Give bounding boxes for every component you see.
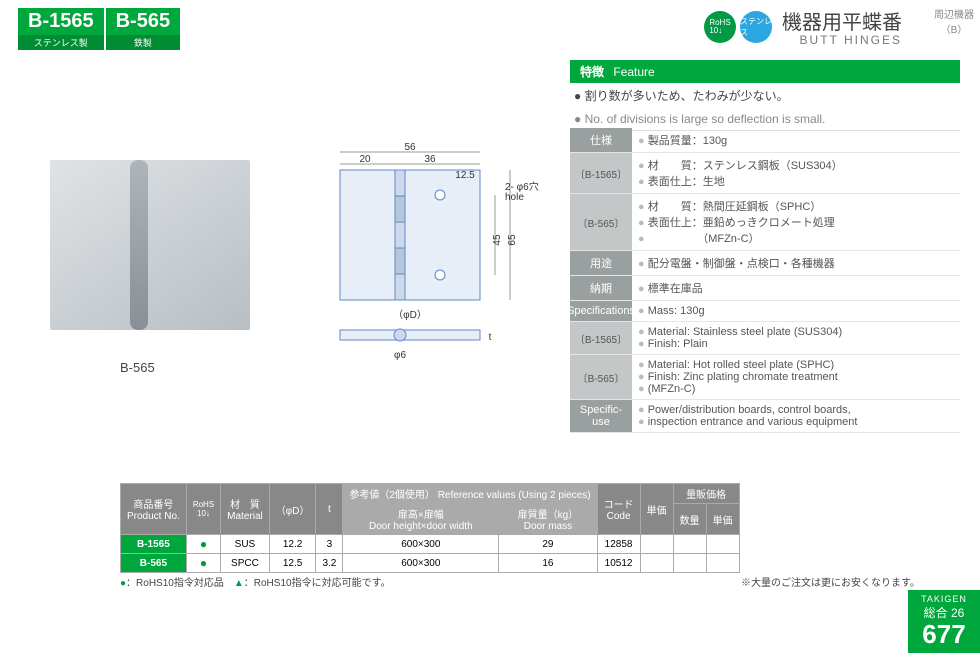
spec-label: 〔B-1565〕 (570, 322, 632, 354)
spec-value: ● Material: Hot rolled steel plate (SPHC… (632, 355, 960, 399)
spec-label: 仕様 (570, 128, 632, 152)
badge-b1565: B-1565 ステンレス製 (18, 8, 104, 50)
page-corner: TAKIGEN 総合 26 677 (908, 590, 980, 653)
corner-page: 677 (908, 621, 980, 647)
feature-head: 特徴 Feature (570, 60, 960, 83)
footnote-right: ※大量のご注文は更にお安くなります。 (741, 574, 920, 589)
spec-label: Specific- use (570, 400, 632, 432)
svg-text:20: 20 (359, 154, 371, 165)
side-cat-2: （B） (928, 21, 980, 36)
spec-label: 用途 (570, 251, 632, 275)
th-phid: （φD） (269, 484, 316, 535)
svg-text:12.5: 12.5 (455, 170, 475, 181)
th-t: t (316, 484, 343, 535)
feature-jp-text: 割り数が多いため、たわみが少ない。 (585, 89, 789, 103)
table-row: B-1565●SUS12.23600×3002912858 (121, 535, 740, 554)
svg-text:t: t (489, 332, 492, 343)
badge-sub: ステンレス製 (18, 35, 104, 50)
spec-value: ● 製品質量：130g (632, 128, 960, 152)
badge-b565: B-565 鉄製 (106, 8, 180, 50)
side-cat-1: 周辺機器 (928, 6, 980, 21)
spec-value: ● Mass: 130g (632, 301, 960, 321)
stainless-icon: ステンレス (740, 11, 772, 43)
svg-text:56: 56 (404, 142, 416, 153)
feature-head-en: Feature (613, 65, 654, 79)
spec-label: 〔B-1565〕 (570, 153, 632, 193)
th-code: コード Code (597, 484, 640, 535)
spec-value: ● 標準在庫品 (632, 276, 960, 300)
th-unit: 単価 (640, 484, 673, 535)
th-prod: 商品番号 Product No. (121, 484, 187, 535)
svg-text:45: 45 (492, 234, 503, 246)
svg-text:36: 36 (424, 154, 436, 165)
spec-label: 〔B-565〕 (570, 355, 632, 399)
badge-code: B-1565 (18, 8, 104, 35)
spec-block: 仕様● 製品質量：130g〔B-1565〕● 材 質：ステンレス鋼板（SUS30… (570, 128, 960, 433)
svg-text:65: 65 (507, 234, 518, 246)
spec-value: ● Power/distribution boards, control boa… (632, 400, 960, 432)
feature-en-text: No. of divisions is large so deflection … (585, 112, 826, 126)
badge-sub: 鉄製 (106, 35, 180, 50)
title-block: RoHS 10↓ ステンレス 機器用平蝶番 BUTT HINGES (704, 6, 902, 47)
rohs-icon: RoHS 10↓ (704, 11, 736, 43)
th-mat: 材 質 Material (221, 484, 270, 535)
svg-text:hole: hole (505, 192, 524, 203)
spec-label: Specifications (570, 301, 632, 321)
th-bulk: 量販価格 (673, 484, 739, 504)
product-table: 商品番号 Product No. RoHS 10↓ 材 質 Material （… (120, 483, 740, 573)
table-row: B-565●SPCC12.53.2600×3001610512 (121, 554, 740, 573)
spec-value: ● Material: Stainless steel plate (SUS30… (632, 322, 960, 354)
spec-value: ● 配分電盤・制御盤・点検口・各種機器 (632, 251, 960, 275)
page-title-jp: 機器用平蝶番 (782, 6, 902, 35)
badge-code: B-565 (106, 8, 180, 35)
product-photo (50, 160, 250, 330)
footnote-left: ●：RoHS10指令対応品 ▲：RoHS10指令に対応可能です。 (120, 574, 391, 589)
spec-label: 〔B-565〕 (570, 194, 632, 250)
th-mass: 扉質量（kg） Door mass (499, 504, 597, 535)
feature-head-jp: 特徴 (580, 65, 604, 79)
svg-text:（φD）: （φD） (393, 309, 427, 321)
th-unit2: 単価 (706, 504, 739, 535)
th-door: 扉高×扉幅 Door height×door width (343, 504, 499, 535)
th-ref: 参考値（2個使用） Reference values (Using 2 piec… (343, 484, 597, 504)
th-qty: 数量 (673, 504, 706, 535)
feature-block: 特徴 Feature ● 割り数が多いため、たわみが少ない。 ● No. of … (570, 60, 960, 131)
technical-drawing: 56 20 36 12.5 2- φ6穴 hole 45 65 （φD） φ6 … (300, 140, 540, 370)
svg-text:φ6: φ6 (394, 350, 406, 361)
image-area: B-565 56 (50, 140, 550, 410)
corner-brand: TAKIGEN (908, 594, 980, 604)
spec-label: 納期 (570, 276, 632, 300)
feature-jp: ● 割り数が多いため、たわみが少ない。 (570, 83, 960, 108)
th-rohs: RoHS 10↓ (186, 484, 220, 535)
side-category: 周辺機器 （B） (928, 6, 980, 36)
photo-label: B-565 (120, 360, 155, 375)
spec-value: ● 材 質：熱間圧延鋼板（SPHC）● 表面仕上：亜鉛めっきクロメート処理● （… (632, 194, 960, 250)
spec-value: ● 材 質：ステンレス鋼板（SUS304）● 表面仕上：生地 (632, 153, 960, 193)
page-title-en: BUTT HINGES (776, 33, 902, 47)
